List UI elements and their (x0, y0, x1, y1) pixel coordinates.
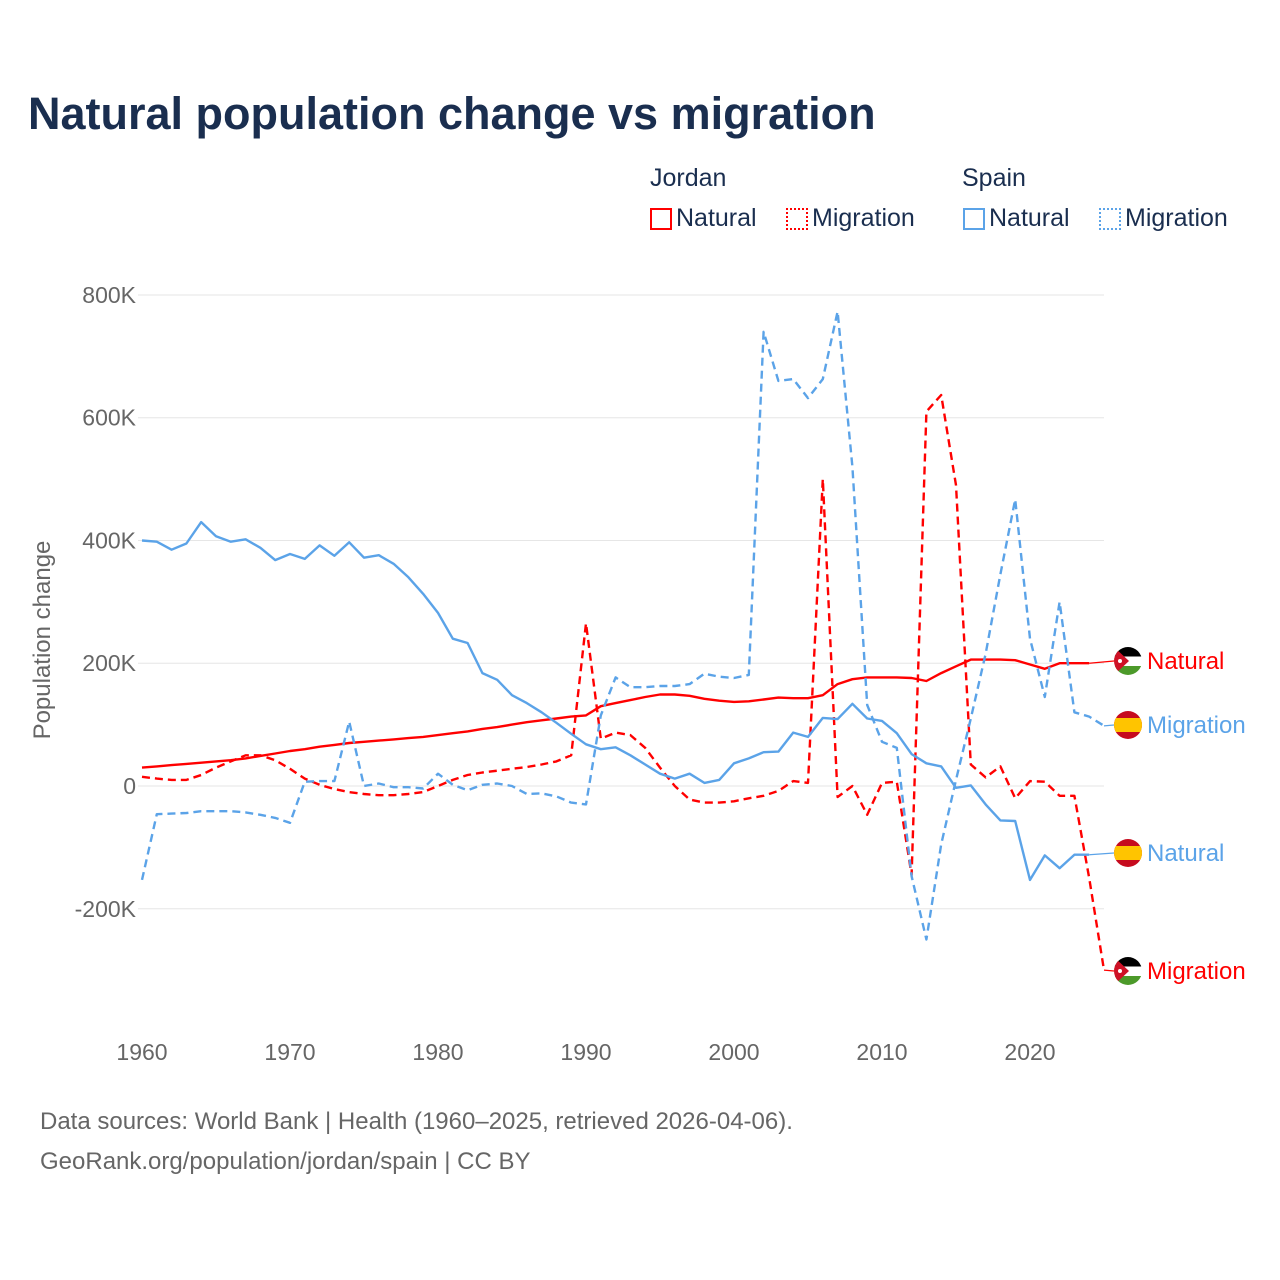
series-line-spain-migration (140, 310, 1105, 941)
flag-stripe (1114, 976, 1142, 985)
x-tick-label: 1980 (412, 1039, 463, 1065)
x-tick-label: 2010 (856, 1039, 907, 1065)
series-line-jordan-natural (141, 658, 1090, 769)
y-tick-label: -200K (75, 896, 137, 922)
flag-body (1114, 647, 1142, 675)
legend-group-spain: Spain (962, 164, 1026, 192)
flag-stripe (1114, 957, 1142, 967)
legend-spain-natural[interactable]: Natural (963, 204, 1070, 233)
end-label: Migration (1147, 712, 1246, 739)
flag-stripe (1114, 666, 1142, 675)
end-label: Natural (1147, 840, 1224, 867)
y-tick-label: 200K (82, 650, 136, 676)
flag-stripe (1114, 846, 1142, 860)
y-tick-label: 0 (123, 773, 136, 799)
spain-flag-icon (1114, 711, 1142, 739)
label-connector (1089, 852, 1115, 856)
legend-swatch-solid (650, 207, 672, 230)
jordan-flag-icon (1114, 647, 1142, 675)
flag-body (1114, 839, 1142, 867)
footer-sources: Data sources: World Bank | Health (1960–… (40, 1108, 793, 1135)
legend-label: Natural (989, 204, 1070, 232)
flag-stripe (1114, 718, 1142, 732)
x-tick-label: 2000 (708, 1039, 759, 1065)
legend-swatch-solid (963, 207, 985, 230)
x-tick-label: 1990 (560, 1039, 611, 1065)
y-tick-label: 600K (82, 405, 136, 431)
label-connector (1103, 724, 1115, 727)
flag-star (1118, 969, 1122, 973)
y-tick-label: 800K (82, 282, 136, 308)
legend-spain-migration[interactable]: Migration (1099, 204, 1228, 233)
x-tick-label: 2020 (1004, 1039, 1055, 1065)
chart-title: Natural population change vs migration (28, 88, 876, 139)
end-label: Natural (1147, 648, 1224, 675)
series-line-jordan-migration (141, 393, 1106, 971)
legend-label: Migration (812, 204, 915, 232)
legend-label: Migration (1125, 204, 1228, 232)
legend-swatch-dotted (1099, 207, 1121, 230)
legend-jordan-natural[interactable]: Natural (650, 204, 757, 233)
label-connector (1089, 660, 1115, 664)
jordan-flag-icon (1114, 957, 1142, 985)
spain-flag-icon (1114, 839, 1142, 867)
footer-link[interactable]: GeoRank.org/population/jordan/spain | CC… (40, 1148, 531, 1175)
x-tick-label: 1960 (116, 1039, 167, 1065)
legend-group-jordan: Jordan (650, 164, 727, 192)
flag-body (1114, 957, 1142, 985)
legend-swatch-dotted (786, 207, 808, 230)
y-axis-label: Population change (29, 541, 56, 740)
legend-label: Natural (676, 204, 757, 232)
flag-body (1114, 711, 1142, 739)
legend-jordan-migration[interactable]: Migration (786, 204, 915, 233)
y-tick-label: 400K (82, 527, 136, 553)
x-tick-label: 1970 (264, 1039, 315, 1065)
flag-star (1118, 659, 1122, 663)
end-label: Migration (1147, 958, 1246, 985)
series-line-spain-natural (141, 520, 1090, 882)
label-connector (1103, 969, 1115, 972)
flag-stripe (1114, 647, 1142, 657)
